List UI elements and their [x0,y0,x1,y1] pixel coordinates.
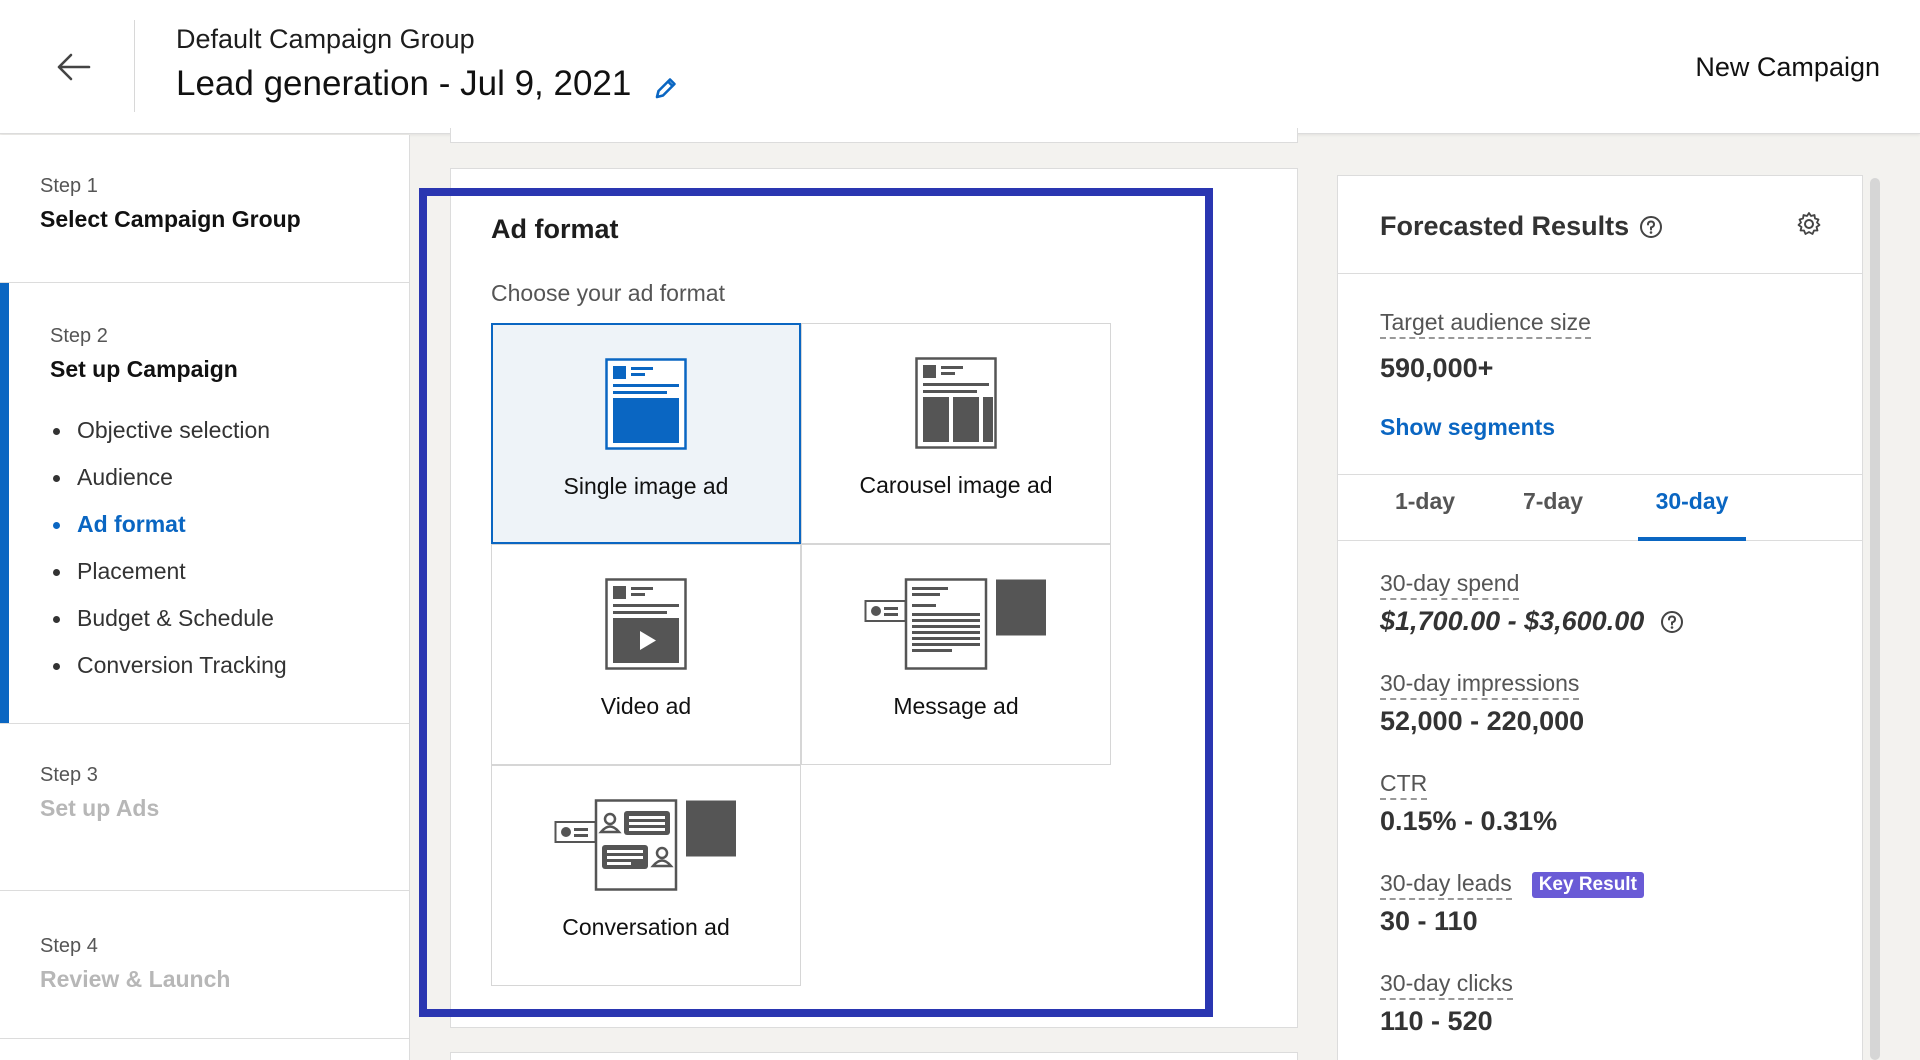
ctr-value: 0.15% - 0.31% [1380,806,1558,836]
format-label: Video ad [600,693,692,719]
conversation-ad-option[interactable]: Conversation ad [491,765,801,986]
step-number: Step 1 [40,175,98,197]
conversation-ad-icon [554,799,738,891]
pencil-icon[interactable] [653,75,679,101]
previous-section-card [450,128,1298,143]
step-number: Step 2 [50,325,108,347]
carousel-image-ad-icon [915,357,997,449]
leads-label-row: 30-day leads Key Result [1380,870,1644,900]
forecasted-results-panel: Forecasted Results Target audience size … [1337,175,1863,1060]
spend-label[interactable]: 30-day spend [1380,570,1520,600]
format-label: Conversation ad [562,914,730,940]
tab-30-day[interactable]: 30-day [1638,475,1746,541]
clicks-value: 110 - 520 [1380,1006,1493,1036]
substep-budget-schedule[interactable]: Budget & Schedule [50,595,409,642]
format-label: Message ad [893,693,1019,719]
ad-format-title: Ad format [491,214,619,244]
substep-list: Objective selection Audience Ad format P… [50,407,409,689]
tab-7-day[interactable]: 7-day [1522,488,1584,514]
impressions-label[interactable]: 30-day impressions [1380,670,1580,700]
spend-value: $1,700.00 - $3,600.00 [1380,606,1645,636]
step-title: Review & Launch [40,966,231,992]
substep-ad-format[interactable]: Ad format [50,501,409,548]
key-result-badge: Key Result [1531,872,1644,898]
step-1[interactable]: Step 1 Select Campaign Group [0,135,409,283]
help-icon[interactable] [1660,610,1684,634]
step-3: Step 3 Set up Ads [0,724,409,891]
ad-format-grid: Single image ad Carousel image ad [491,323,1112,986]
target-audience-label[interactable]: Target audience size [1380,309,1591,339]
audience-section: Target audience size 590,000+ Show segme… [1338,274,1862,475]
new-campaign-label: New Campaign [1695,52,1880,82]
step-4: Step 4 Review & Launch [0,891,409,1039]
top-header: Default Campaign Group Lead generation -… [0,0,1920,134]
show-segments-link[interactable]: Show segments [1380,414,1556,440]
step-number: Step 4 [40,935,98,957]
format-label: Single image ad [563,473,729,499]
forecast-title-text: Forecasted Results [1380,211,1630,241]
page-scrollbar[interactable] [1870,178,1880,1060]
leads-value: 30 - 110 [1380,906,1478,936]
settings-gear-button[interactable] [1796,211,1822,242]
substep-objective-selection[interactable]: Objective selection [50,407,409,454]
next-section-card [450,1052,1298,1060]
help-icon[interactable] [1639,215,1663,239]
format-label: Carousel image ad [859,472,1053,498]
step-title: Select Campaign Group [40,206,301,232]
back-button[interactable] [48,42,98,92]
impressions-value: 52,000 - 220,000 [1380,706,1585,736]
spend-value-row: $1,700.00 - $3,600.00 [1380,606,1684,637]
video-ad-icon [605,578,687,670]
tab-1-day[interactable]: 1-day [1394,488,1456,514]
step-title: Set up Campaign [50,356,238,382]
campaign-title-text: Lead generation - Jul 9, 2021 [176,64,632,103]
forecast-period-tabs: 1-day 7-day 30-day [1338,475,1862,541]
metric-ctr: CTR 0.15% - 0.31% [1380,770,1557,837]
target-audience-value: 590,000+ [1380,353,1494,383]
metric-clicks: 30-day clicks 110 - 520 [1380,970,1513,1037]
message-ad-icon [864,578,1048,670]
step-2[interactable]: Step 2 Set up Campaign Objective selecti… [0,283,409,724]
substep-audience[interactable]: Audience [50,454,409,501]
back-arrow-icon [57,53,91,81]
metric-leads: 30-day leads Key Result 30 - 110 [1380,870,1644,937]
metric-impressions: 30-day impressions 52,000 - 220,000 [1380,670,1584,737]
step-number: Step 3 [40,764,98,786]
clicks-label[interactable]: 30-day clicks [1380,970,1513,1000]
ctr-label[interactable]: CTR [1380,770,1428,800]
campaign-title: Lead generation - Jul 9, 2021 [176,64,679,104]
leads-label[interactable]: 30-day leads [1380,870,1512,900]
header-divider [134,20,135,112]
carousel-image-ad-option[interactable]: Carousel image ad [801,323,1111,544]
video-ad-option[interactable]: Video ad [491,544,801,765]
single-image-ad-icon [605,358,687,450]
ad-format-subtitle: Choose your ad format [491,280,725,306]
gear-icon [1797,212,1821,235]
single-image-ad-option[interactable]: Single image ad [491,323,801,544]
metric-spend: 30-day spend $1,700.00 - $3,600.00 [1380,570,1684,637]
substep-conversion-tracking[interactable]: Conversion Tracking [50,642,409,689]
forecast-header: Forecasted Results [1338,176,1862,274]
campaign-group-name: Default Campaign Group [176,24,475,54]
steps-sidebar: Step 1 Select Campaign Group Step 2 Set … [0,135,410,1060]
substep-placement[interactable]: Placement [50,548,409,595]
message-ad-option[interactable]: Message ad [801,544,1111,765]
forecast-title: Forecasted Results [1380,211,1663,242]
step-title: Set up Ads [40,795,160,821]
